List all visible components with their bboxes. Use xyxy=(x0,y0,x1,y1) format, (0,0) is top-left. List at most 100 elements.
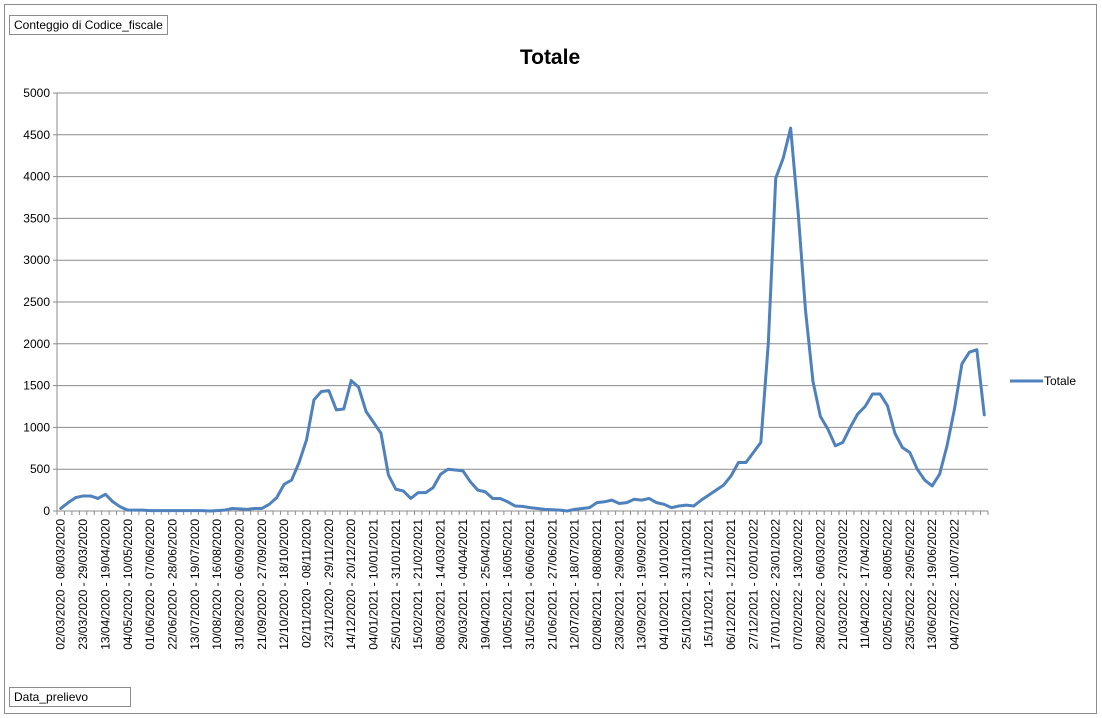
data-point xyxy=(230,507,234,510)
data-point xyxy=(372,421,375,424)
data-point xyxy=(700,498,703,502)
data-point xyxy=(342,407,345,411)
data-point xyxy=(268,503,271,506)
data-point xyxy=(960,362,964,366)
data-point xyxy=(387,473,390,477)
series-layer xyxy=(59,126,986,513)
data-point xyxy=(819,415,822,418)
data-point xyxy=(670,506,673,509)
data-point xyxy=(640,498,643,502)
data-point xyxy=(618,502,621,505)
data-point xyxy=(834,444,837,447)
data-point xyxy=(893,432,897,435)
series-line-totale xyxy=(59,126,986,513)
x-tick-label: 27/12/2021 - 02/01/2022 xyxy=(746,519,760,650)
data-point xyxy=(119,505,122,509)
value-field-button[interactable]: Conteggio di Codice_fiscale xyxy=(9,15,168,35)
x-tick-label: 21/03/2022 - 27/03/2022 xyxy=(836,519,850,650)
data-point xyxy=(625,501,628,504)
data-point xyxy=(856,412,859,416)
data-point xyxy=(744,461,748,464)
data-point xyxy=(253,507,256,510)
data-point xyxy=(104,493,107,496)
x-tick-label: 28/02/2022 - 06/03/2022 xyxy=(813,519,827,650)
y-tick-label: 1000 xyxy=(23,420,50,434)
data-point xyxy=(96,497,100,500)
data-point xyxy=(565,509,569,513)
x-tick-label: 31/05/2021 - 06/06/2021 xyxy=(523,519,537,650)
x-tick-label: 25/01/2021 - 31/01/2021 xyxy=(389,519,403,650)
x-tick-label: 19/04/2021 - 25/04/2021 xyxy=(478,519,492,650)
x-tick-label: 04/10/2021 - 10/10/2021 xyxy=(657,519,671,650)
data-point xyxy=(722,483,725,487)
chart-title: Totale xyxy=(519,46,581,69)
legend: Totale xyxy=(1010,374,1076,388)
y-tick-label: 1500 xyxy=(23,379,50,393)
data-point xyxy=(476,488,480,492)
row-field-button[interactable]: Data_prelievo xyxy=(9,687,131,707)
data-point xyxy=(588,506,591,509)
data-point xyxy=(402,489,405,493)
x-tick-label: 02/05/2022 - 08/05/2022 xyxy=(880,519,894,650)
y-tick-label: 2000 xyxy=(23,337,50,351)
data-point xyxy=(975,348,979,351)
data-point xyxy=(186,509,189,512)
x-tick-label: 23/08/2021 - 29/08/2021 xyxy=(612,519,626,650)
x-tick-label: 07/02/2022 - 13/02/2022 xyxy=(791,519,805,650)
data-point xyxy=(409,497,412,500)
y-tick-label: 4500 xyxy=(23,128,50,142)
data-point xyxy=(655,501,658,504)
data-point xyxy=(379,432,383,435)
data-point xyxy=(610,498,614,502)
data-point xyxy=(901,446,904,449)
gridlines xyxy=(56,92,988,512)
y-tick-label: 2500 xyxy=(23,295,50,309)
x-tick-label: 04/07/2022 - 10/07/2022 xyxy=(947,519,961,650)
y-tick-label: 500 xyxy=(30,462,50,476)
chart-frame xyxy=(4,4,1097,714)
x-tick-label: 14/12/2020 - 20/12/2020 xyxy=(344,519,358,650)
data-point xyxy=(781,157,785,160)
data-point xyxy=(215,509,219,512)
x-tick-label: 13/07/2020 - 19/07/2020 xyxy=(188,519,202,650)
x-tick-label: 02/08/2021 - 08/08/2021 xyxy=(590,519,604,650)
data-point xyxy=(692,504,695,508)
data-point xyxy=(767,342,770,345)
data-point xyxy=(59,507,62,510)
data-point xyxy=(454,468,457,472)
data-point xyxy=(737,461,740,464)
data-point xyxy=(916,468,919,471)
data-point xyxy=(938,473,941,476)
x-tick-label: 04/05/2020 - 10/05/2020 xyxy=(121,519,135,650)
data-point xyxy=(312,398,316,402)
x-tick-label: 13/06/2022 - 19/06/2022 xyxy=(925,519,939,650)
x-tick-label: 06/12/2021 - 12/12/2021 xyxy=(724,519,738,650)
x-tick-label: 29/03/2021 - 04/04/2021 xyxy=(456,519,470,650)
x-tick-label: 23/03/2020 - 29/03/2020 xyxy=(76,519,90,650)
data-point xyxy=(774,177,777,180)
data-point xyxy=(305,438,308,442)
x-tick-label: 23/11/2020 - 29/11/2020 xyxy=(322,519,336,648)
data-point xyxy=(633,498,636,501)
x-tick-label: 04/01/2021 - 10/01/2021 xyxy=(367,519,381,650)
y-axis-ticks: 0 500 1000 1500 2000 2500 3000 3500 4000 4500 5000 xyxy=(23,86,57,518)
y-tick-label: 3000 xyxy=(23,253,50,267)
x-tick-label: 15/11/2021 - 21/11/2021 xyxy=(702,519,716,648)
data-point xyxy=(886,404,889,407)
data-point xyxy=(945,444,949,447)
x-axis-ticks: 02/03/2020 - 08/03/2020 23/03/2020 - 29/0… xyxy=(54,511,989,650)
x-tick-label: 02/11/2020 - 08/11/2020 xyxy=(300,519,314,648)
data-point xyxy=(662,503,666,506)
data-point xyxy=(826,427,830,431)
data-point xyxy=(446,468,450,471)
data-point xyxy=(580,507,584,510)
data-point xyxy=(275,496,278,499)
data-point xyxy=(66,501,70,504)
data-point xyxy=(714,488,718,492)
data-point xyxy=(260,507,264,510)
data-point xyxy=(513,504,517,508)
data-point xyxy=(74,496,77,499)
data-point xyxy=(282,483,286,486)
data-point xyxy=(804,309,807,312)
data-point xyxy=(461,469,465,473)
